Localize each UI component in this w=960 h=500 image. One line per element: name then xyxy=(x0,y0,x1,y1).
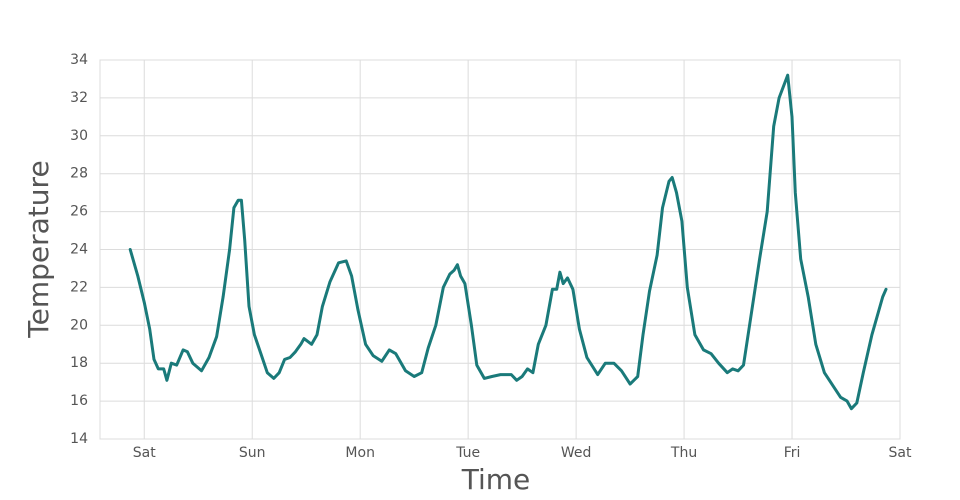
x-axis-title: Time xyxy=(461,463,531,496)
x-tick-label: Tue xyxy=(455,445,480,461)
y-tick-label: 30 xyxy=(70,128,88,144)
y-tick-label: 28 xyxy=(70,166,88,182)
x-tick-label: Mon xyxy=(345,445,375,461)
x-tick-label: Sat xyxy=(889,445,912,461)
y-tick-label: 34 xyxy=(70,52,88,68)
y-tick-label: 24 xyxy=(70,242,88,258)
x-tick-label: Sat xyxy=(133,445,156,461)
y-tick-label: 16 xyxy=(70,393,88,409)
y-axis-title: Temperature xyxy=(22,160,55,338)
x-tick-label: Thu xyxy=(670,445,697,461)
y-tick-label: 14 xyxy=(70,431,88,447)
x-tick-label: Wed xyxy=(561,445,592,461)
y-tick-label: 22 xyxy=(70,279,88,295)
x-tick-label: Fri xyxy=(784,445,801,461)
y-tick-label: 20 xyxy=(70,317,88,333)
y-tick-label: 26 xyxy=(70,204,88,220)
x-tick-label: Sun xyxy=(239,445,266,461)
y-tick-label: 18 xyxy=(70,355,88,371)
y-tick-label: 32 xyxy=(70,90,88,106)
line-series xyxy=(128,73,888,411)
